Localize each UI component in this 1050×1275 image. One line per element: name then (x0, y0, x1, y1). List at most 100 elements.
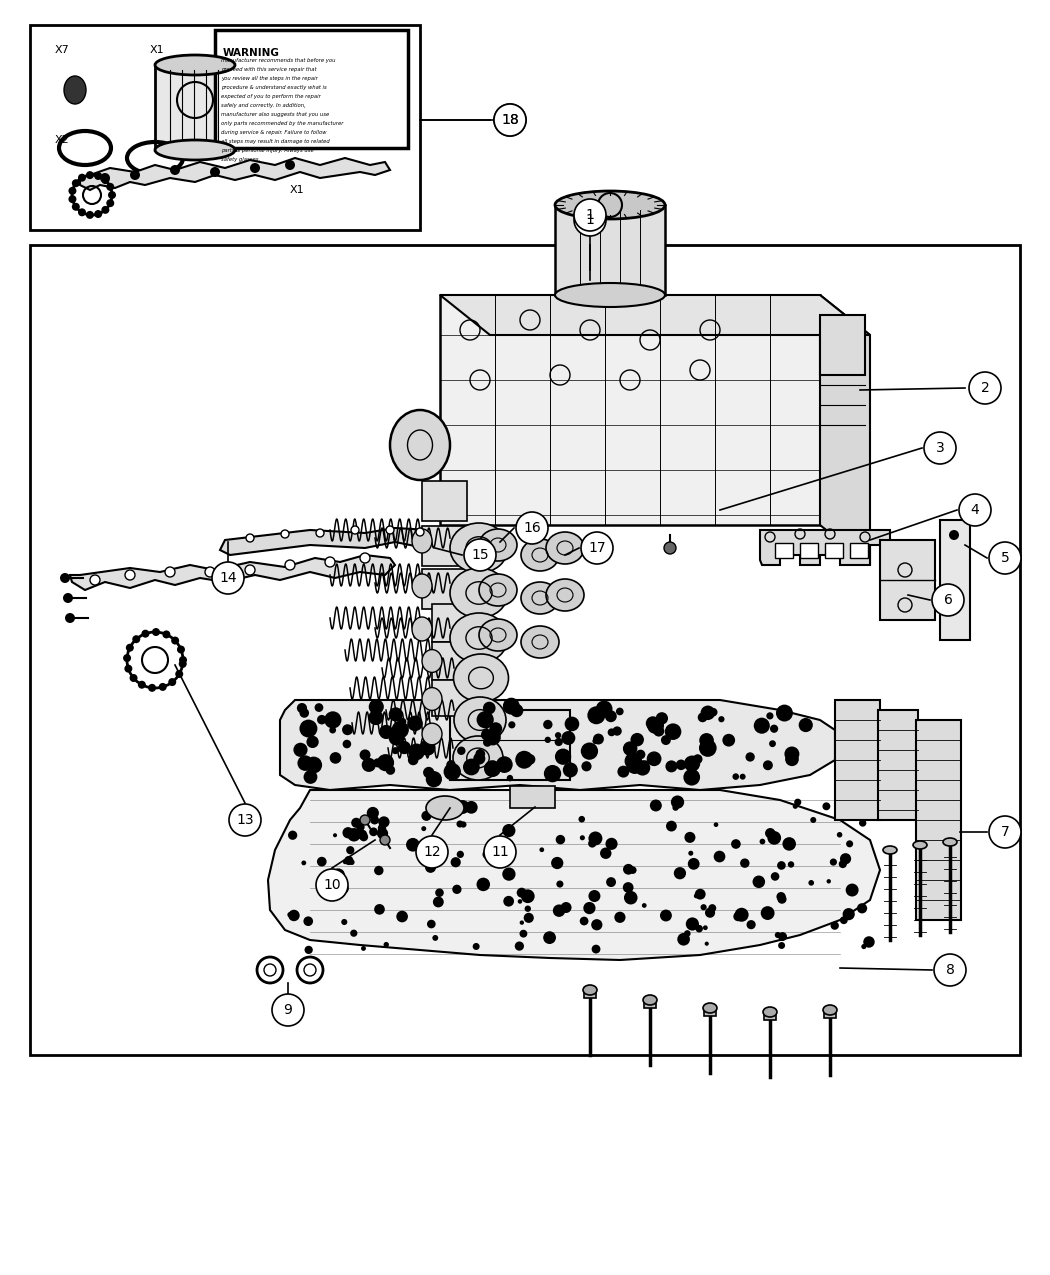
Circle shape (324, 711, 341, 728)
Circle shape (714, 822, 718, 827)
Circle shape (627, 757, 643, 774)
Circle shape (317, 715, 327, 724)
Circle shape (170, 164, 180, 175)
Circle shape (695, 924, 702, 932)
Circle shape (106, 199, 114, 207)
Circle shape (543, 931, 555, 944)
Circle shape (635, 750, 646, 760)
Circle shape (502, 867, 516, 881)
Bar (422, 481, 467, 521)
Circle shape (593, 733, 604, 745)
Polygon shape (80, 158, 390, 190)
Bar (775, 543, 793, 558)
Circle shape (840, 853, 852, 864)
Bar (422, 527, 467, 566)
Circle shape (315, 704, 323, 711)
Circle shape (288, 830, 297, 840)
Circle shape (600, 848, 611, 859)
Circle shape (784, 746, 799, 761)
Ellipse shape (704, 1003, 717, 1014)
Circle shape (525, 905, 531, 912)
Circle shape (694, 894, 698, 899)
Circle shape (177, 645, 185, 654)
Circle shape (148, 683, 156, 692)
Circle shape (385, 765, 395, 775)
Circle shape (822, 802, 831, 811)
Circle shape (516, 513, 548, 544)
Circle shape (357, 830, 367, 840)
Circle shape (124, 664, 132, 673)
Ellipse shape (555, 283, 665, 307)
Circle shape (366, 807, 379, 819)
Circle shape (448, 808, 454, 813)
Text: procedure & understand exactly what is: procedure & understand exactly what is (220, 85, 327, 91)
Circle shape (623, 882, 633, 892)
Circle shape (398, 741, 411, 754)
Circle shape (516, 751, 533, 769)
Bar (584, 988, 596, 998)
Circle shape (714, 850, 726, 862)
Ellipse shape (412, 617, 432, 641)
Circle shape (799, 718, 813, 732)
Circle shape (677, 933, 690, 946)
Circle shape (346, 847, 355, 854)
Circle shape (859, 820, 866, 826)
Circle shape (419, 740, 436, 756)
Circle shape (342, 827, 354, 839)
Text: X7: X7 (55, 45, 69, 55)
Polygon shape (760, 530, 890, 565)
Text: manufacturer also suggests that you use: manufacturer also suggests that you use (220, 112, 330, 117)
Circle shape (688, 858, 699, 870)
Circle shape (250, 163, 260, 173)
Circle shape (369, 710, 383, 725)
Ellipse shape (422, 687, 442, 710)
Ellipse shape (450, 523, 508, 572)
Bar (510, 785, 555, 808)
Circle shape (740, 858, 750, 868)
Circle shape (392, 722, 408, 738)
Circle shape (433, 935, 438, 941)
Ellipse shape (155, 140, 235, 159)
Circle shape (650, 799, 662, 811)
Circle shape (152, 629, 160, 636)
Ellipse shape (883, 847, 897, 854)
Circle shape (811, 817, 816, 822)
Circle shape (142, 630, 149, 638)
Circle shape (555, 732, 562, 738)
Circle shape (351, 929, 357, 937)
Circle shape (392, 747, 399, 755)
Circle shape (396, 910, 408, 922)
Circle shape (794, 798, 801, 806)
Circle shape (246, 534, 254, 542)
Circle shape (288, 912, 293, 917)
Circle shape (525, 754, 536, 765)
Circle shape (457, 821, 463, 827)
Circle shape (406, 838, 420, 852)
Circle shape (587, 706, 606, 724)
Circle shape (709, 904, 716, 912)
Circle shape (666, 821, 677, 831)
Circle shape (483, 701, 496, 714)
Circle shape (588, 890, 601, 901)
Circle shape (655, 713, 668, 724)
Circle shape (229, 805, 261, 836)
Circle shape (463, 759, 480, 775)
Text: 5: 5 (1001, 551, 1009, 565)
Bar (555, 205, 665, 295)
Circle shape (108, 191, 116, 199)
Circle shape (163, 630, 170, 639)
Circle shape (591, 919, 603, 931)
Bar (215, 31, 408, 148)
Circle shape (379, 725, 394, 739)
Circle shape (426, 734, 438, 746)
Bar (432, 680, 472, 717)
Circle shape (635, 760, 650, 775)
Circle shape (778, 932, 788, 941)
Circle shape (483, 738, 491, 747)
Circle shape (614, 912, 626, 923)
Circle shape (503, 697, 520, 714)
Circle shape (71, 180, 80, 187)
Circle shape (326, 557, 335, 567)
Circle shape (424, 737, 436, 747)
Ellipse shape (643, 994, 657, 1005)
